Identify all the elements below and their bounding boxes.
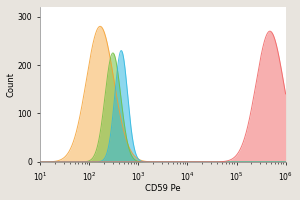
X-axis label: CD59 Pe: CD59 Pe (145, 184, 181, 193)
Y-axis label: Count: Count (7, 72, 16, 97)
